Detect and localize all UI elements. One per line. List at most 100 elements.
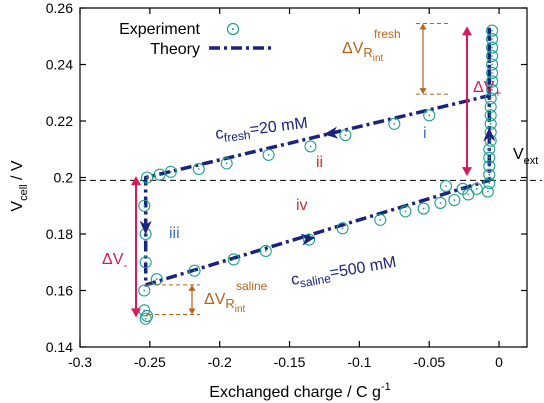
experiment-point-dot [143,204,146,207]
experiment-point [484,117,497,130]
experiment-point [417,202,430,215]
dv-minus-label: ΔV- [102,251,127,272]
c-fresh-c: c [214,125,224,143]
x-tick-label: -0.2 [208,354,232,370]
dv-plus-arrow-head-top [462,26,472,36]
experiment-point-dot [344,134,347,137]
experiment-point-dot [489,139,492,142]
x-tick-label: -0.15 [274,354,306,370]
experiment-point-dot [486,190,489,193]
experiment-point [439,179,453,193]
x-tick-label: -0.1 [347,354,371,370]
experiment-point-dot [341,227,344,230]
y-tick-label: 0.16 [46,283,73,299]
experiment-point [423,109,436,122]
dv-minus-sub: - [123,258,127,272]
x-tick-label: -0.05 [413,354,445,370]
experiment-point-dot [488,148,491,151]
dv-rint-fresh-sub: R [363,45,372,60]
experiment-point-dot [264,250,267,252]
c-saline-sub: saline [299,271,333,290]
experiment-point-ring [486,33,499,46]
dv-rint-fresh-main: ΔV [342,40,364,57]
experiment-point-dot [488,156,491,159]
experiment-point-dot [225,162,228,165]
experiment-point [141,171,154,184]
experiment-point [188,264,201,277]
experiment-point [486,33,499,46]
experiment-point-ring [388,117,401,130]
experiment-point-ring [486,83,499,96]
x-axis-title-main: Exchanged charge / C g [209,384,381,401]
experiment-point-ring [139,256,152,269]
experiment-point-dot [267,154,270,156]
c-fresh-rest: =20 mM [249,115,309,139]
experiment-point-ring [484,117,497,130]
experiment-point-ring [484,100,497,113]
experiment-point-ring [484,109,497,122]
experiment-point-dot [491,55,493,57]
experiment-point-dot [144,317,147,320]
direction-arrow-ii-head [323,126,339,139]
dv-rint-fresh-label: ΔVRint [342,40,384,64]
dv-rint-fresh-bracket-head-bottom [419,88,427,95]
experiment-point-ring [336,222,349,235]
experiment-point-dot [197,168,200,170]
direction-arrow-iv [300,233,316,246]
direction-arrow-iii-head [139,220,152,235]
experiment-point [486,24,499,37]
experiment-point-dot [491,63,493,66]
dv-rint-fresh-sup: fresh [374,27,401,41]
stage-i-label: i [423,125,427,142]
experiment-point [484,109,497,122]
c-fresh-label: cfresh=20 mM [214,115,309,146]
experiment-point-dot [404,210,407,213]
experiment-point-ring [192,162,205,176]
y-tick-label: 0.18 [46,226,73,242]
legend-label-experiment: Experiment [119,21,200,38]
experiment-point-ring [141,309,154,322]
experiment-point [483,168,496,181]
experiment-point [483,151,496,164]
experiment-point [336,222,349,235]
dv-plus-label: ΔV+ [473,79,501,100]
experiment-point-ring [486,58,499,71]
experiment-point-ring [227,253,240,266]
experiment-point [483,160,496,173]
experiment-point-ring [483,143,496,156]
experiment-point [399,205,412,218]
dv-rint-fresh-subsub: int [373,53,384,64]
dv-plus-arrow-head-bottom [462,167,472,177]
experiment-point-ring [374,213,387,226]
dv-minus-arrow-head-top [131,176,141,186]
experiment-point-ring [486,49,499,63]
axis-ticks: -0.3 -0.25 -0.2 -0.15 -0.1 -0.05 00.140.160.18… [46,0,527,370]
experiment-point [388,117,401,130]
experiment-point-dot [169,170,172,173]
experiment-point [484,92,497,105]
experiment-point-ring [262,148,275,161]
experiment-point-ring [483,177,496,190]
direction-arrow-iii [139,220,152,235]
experiment-point-ring [434,196,447,209]
y-axis-title-sub: cell [18,184,30,201]
experiment-point-dot [489,122,492,125]
experiment-point-ring [303,233,316,246]
experiment-point-ring [484,92,497,105]
experiment-point-dot [309,145,312,148]
experiment-point-ring [138,284,151,297]
dv-rint-saline-sup: saline [236,279,268,293]
annotations [131,23,472,318]
experiment-point-ring [483,151,496,164]
legend: Experiment Theory [119,21,274,58]
experiment-point-ring [483,168,496,181]
experiment-point-dot [491,46,493,49]
experiment-point [448,194,461,207]
x-tick-label: -0.25 [134,354,166,370]
experiment-point-ring [481,185,494,198]
x-tick-label: -0.3 [68,354,92,370]
stage-ii-label: ii [316,154,323,171]
experiment-point-dot [393,122,396,125]
c-fresh-sub: fresh [223,128,251,145]
